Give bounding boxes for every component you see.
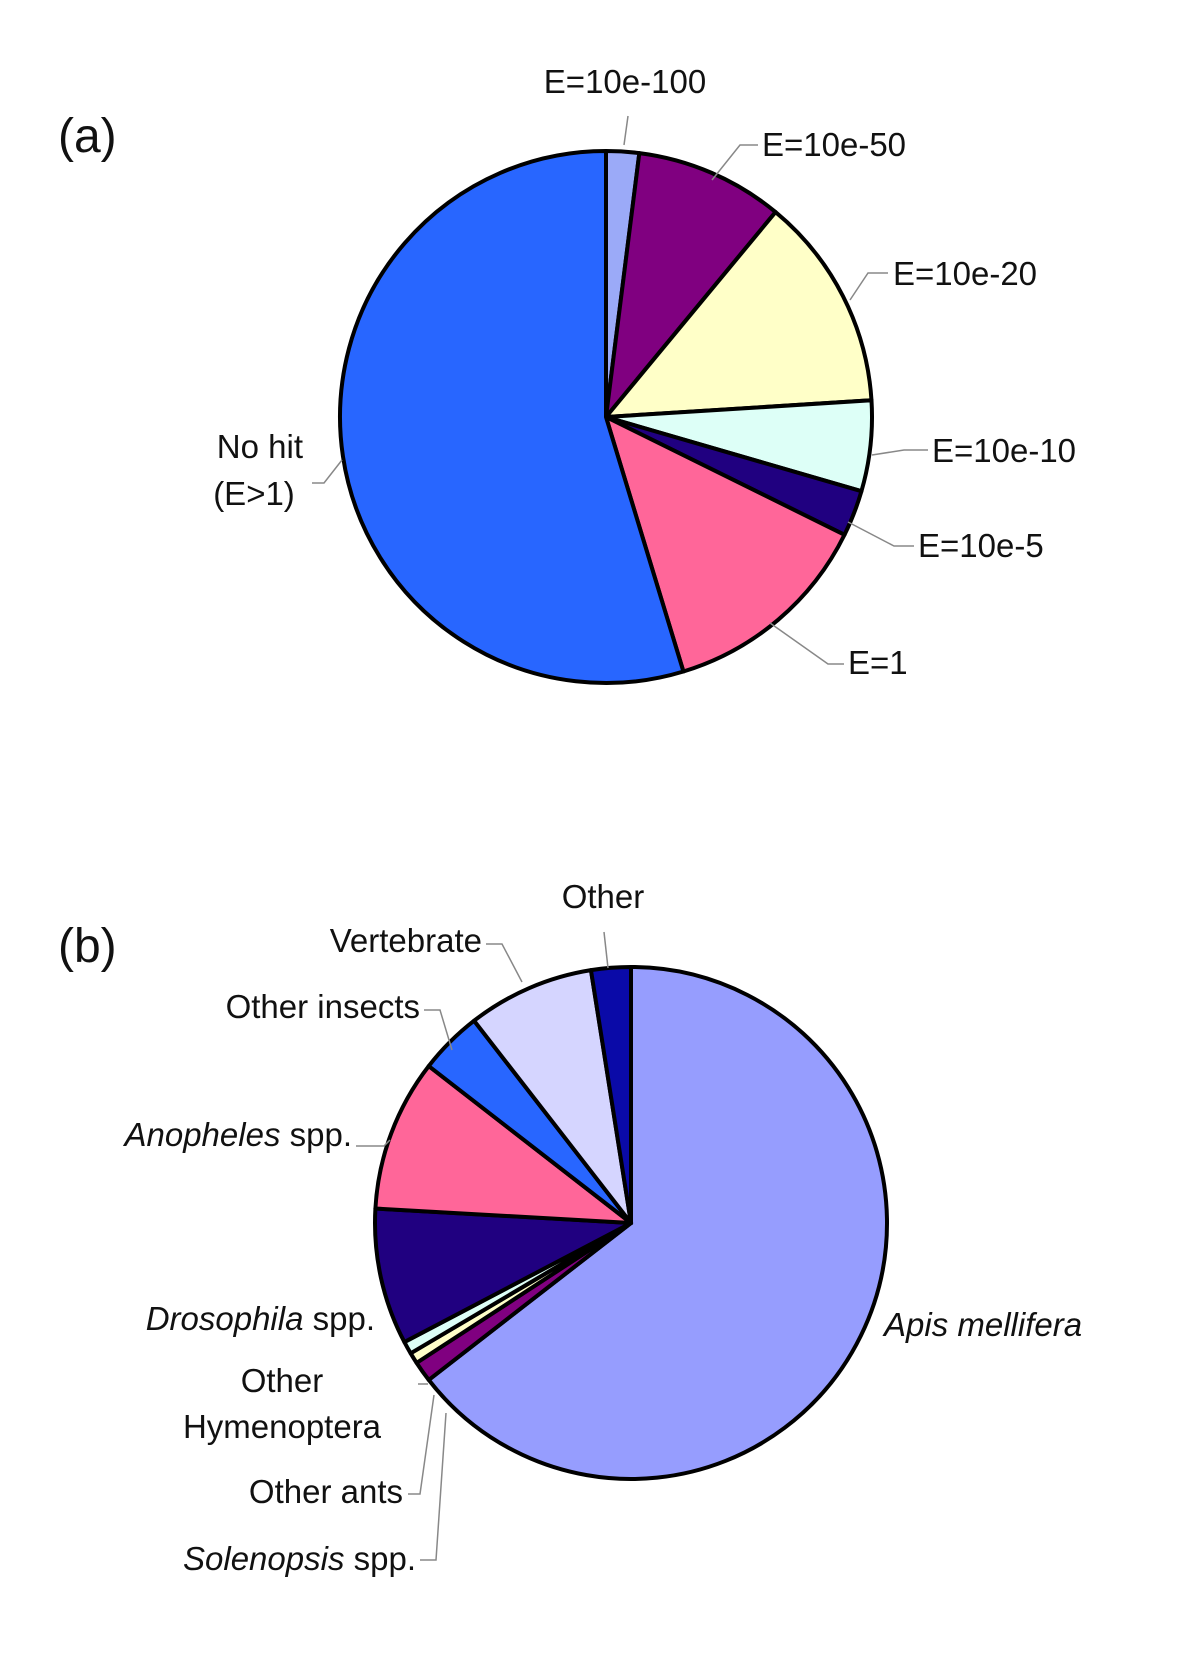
label-b-other: Other	[562, 878, 645, 915]
pie-b-labels: Apis mellifera Solenopsis spp. Other ants O…	[122, 878, 1082, 1577]
label-b-anopheles-spp: Anopheles spp.	[122, 1116, 352, 1153]
leader-line-b-anopheles-spp	[356, 1139, 391, 1147]
leader-line-a-e-10e-100	[623, 115, 629, 146]
leader-line-b-other-insects	[424, 1009, 453, 1051]
label-b-apis-mellifera: Apis mellifera	[882, 1306, 1082, 1343]
label-a-e-10e-50: E=10e-50	[762, 126, 906, 163]
pie-b-slice-apis-mellifera	[426, 965, 889, 1481]
label-b-solenopsis-spp: Solenopsis spp.	[183, 1540, 416, 1577]
pie-a-labels: E=10e-100 E=10e-50 E=10e-20 E=10e-10 E=10e-5…	[213, 63, 1076, 681]
leader-line-a-no-hit	[312, 459, 343, 484]
label-b-other-insects: Other insects	[226, 988, 420, 1025]
label-a-e-10e-100: E=10e-100	[544, 63, 706, 100]
leader-line-a-e-10e-50	[711, 144, 758, 181]
label-a-e-10e-20: E=10e-20	[893, 255, 1037, 292]
leader-line-b-other-ants	[408, 1394, 435, 1495]
panel-label-a: (a)	[58, 110, 117, 163]
leader-line-a-e-10e-10	[871, 449, 928, 456]
label-b-other-hymenoptera: Other	[241, 1362, 324, 1399]
pie-b-slice-other	[588, 965, 633, 1225]
label-a-no-hit-line2: (E>1)	[213, 475, 295, 512]
leader-line-b-solenopsis-spp	[420, 1412, 447, 1561]
panel-label-b: (b)	[58, 920, 117, 973]
label-a-e-10e-5: E=10e-5	[918, 527, 1044, 564]
leader-line-b-other	[603, 931, 609, 969]
label-b-other-hymenoptera-line2: Hymenoptera	[183, 1408, 382, 1445]
label-a-no-hit: No hit	[217, 428, 303, 465]
leader-line-a-e-1	[769, 622, 844, 665]
pie-chart-a	[338, 149, 874, 685]
leader-line-b-vertebrate	[486, 943, 523, 983]
pie-a-slice-e-10e-20	[604, 210, 874, 419]
leader-line-a-e-10e-5	[847, 521, 914, 547]
pie-a-slice-no-hit	[338, 149, 686, 685]
pie-b-slice-anopheles-spp	[373, 1064, 633, 1225]
pie-a-slice-e-10e-50	[604, 151, 778, 419]
pie-chart-b	[373, 965, 889, 1481]
label-b-drosophila-spp: Drosophila spp.	[146, 1300, 375, 1337]
pie-b-slice-drosophila-spp	[373, 1206, 633, 1345]
label-a-e-1: E=1	[848, 644, 908, 681]
label-b-other-ants: Other ants	[249, 1473, 403, 1510]
label-a-e-10e-10: E=10e-10	[932, 432, 1076, 469]
pie-b-slice-vertebrate	[472, 968, 633, 1225]
label-b-vertebrate: Vertebrate	[330, 922, 482, 959]
leader-line-a-e-10e-20	[849, 272, 888, 301]
